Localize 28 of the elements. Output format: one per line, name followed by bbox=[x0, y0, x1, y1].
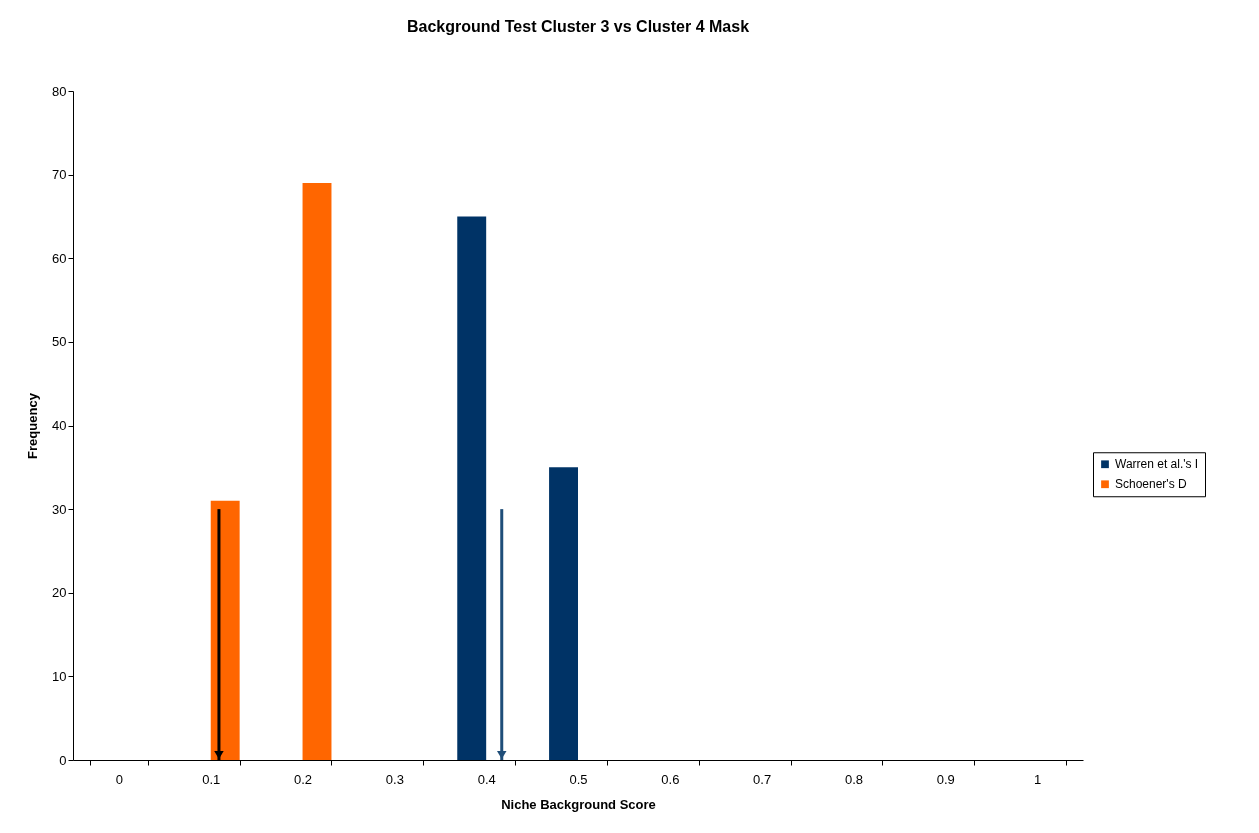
y-tick-label: 70 bbox=[52, 167, 67, 183]
y-tick-label: 60 bbox=[52, 250, 67, 266]
x-tick-label: 0.1 bbox=[202, 771, 221, 787]
y-tick-label: 30 bbox=[52, 501, 67, 517]
x-tick-label: 0.6 bbox=[661, 771, 680, 787]
y-tick-label: 20 bbox=[52, 585, 67, 601]
y-tick-label: 80 bbox=[52, 83, 67, 99]
legend-label: Warren et al.'s I bbox=[1115, 457, 1199, 472]
x-tick-label: 0.7 bbox=[753, 771, 772, 787]
y-axis-title: Frequency bbox=[25, 392, 41, 459]
x-tick-label: 0.4 bbox=[477, 771, 496, 787]
x-tick-label: 0.3 bbox=[385, 771, 404, 787]
x-tick-label: 0.2 bbox=[294, 771, 313, 787]
legend-label: Schoener's D bbox=[1115, 477, 1187, 492]
chart-title: Background Test Cluster 3 vs Cluster 4 Mask bbox=[406, 18, 750, 35]
bar bbox=[549, 467, 578, 760]
x-tick-label: 0.9 bbox=[936, 771, 955, 787]
x-tick-label: 0 bbox=[115, 771, 124, 787]
y-tick-label: 0 bbox=[59, 752, 67, 768]
bar bbox=[457, 216, 487, 760]
y-tick-label: 50 bbox=[52, 334, 67, 350]
x-axis-title: Niche Background Score bbox=[501, 796, 656, 812]
y-tick-label: 40 bbox=[52, 418, 67, 433]
bar bbox=[302, 182, 332, 760]
x-tick-label: 0.5 bbox=[569, 771, 588, 787]
x-tick-label: 1 bbox=[1033, 771, 1042, 787]
x-tick-label: 0.8 bbox=[844, 771, 863, 787]
y-tick-label: 10 bbox=[52, 668, 67, 684]
